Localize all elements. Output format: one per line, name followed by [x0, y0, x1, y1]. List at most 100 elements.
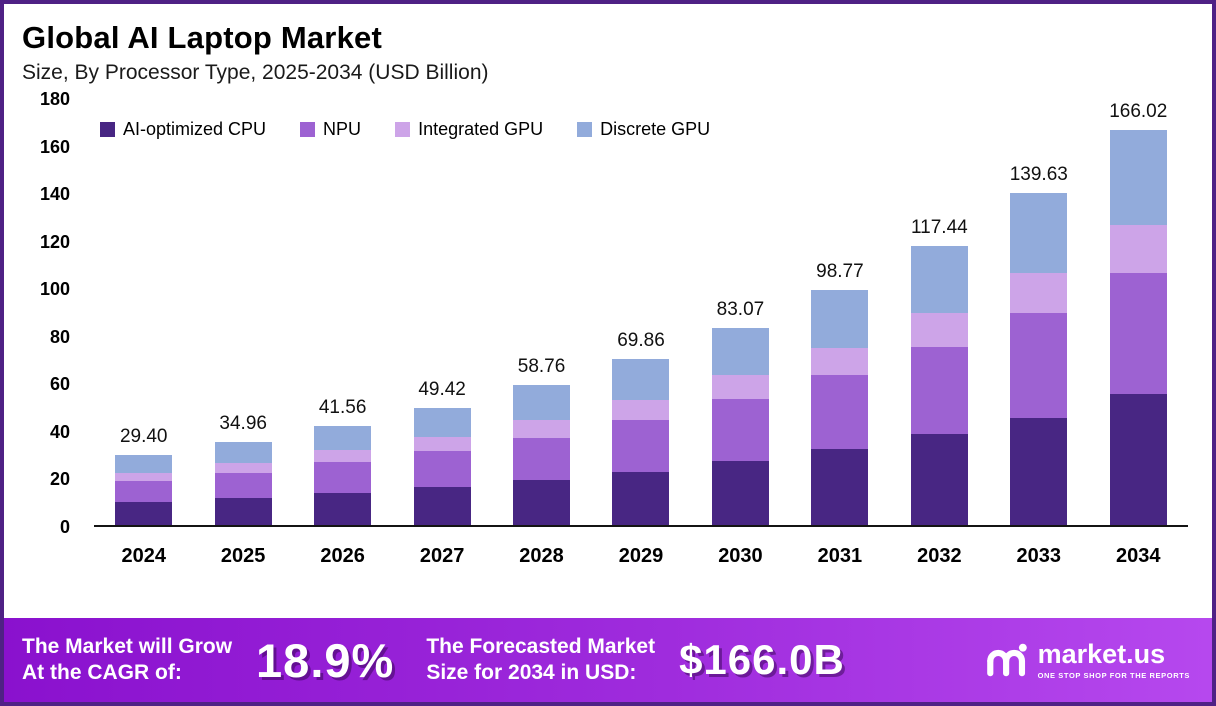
bar-column-2031: 98.77: [790, 99, 889, 525]
bar-stack: [214, 441, 272, 525]
bar-total-label: 117.44: [911, 216, 968, 238]
bar-segment-discrete-gpu: [214, 441, 272, 463]
bar-column-2034: 166.02: [1089, 99, 1188, 525]
forecast-value: $166.0B: [679, 636, 845, 683]
chart-section: Global AI Laptop Market Size, By Process…: [4, 4, 1212, 622]
bar-segment-npu: [711, 399, 769, 461]
cagr-label-line2: At the CAGR of:: [22, 661, 182, 684]
bar-segment-npu: [1109, 272, 1167, 395]
bar-segment-discrete-gpu: [711, 327, 769, 376]
bar-segment-integrated-gpu: [811, 347, 869, 376]
y-axis-tick: 140: [39, 184, 70, 205]
legend-label: NPU: [323, 119, 362, 139]
forecast-label: The Forecasted Market Size for 2034 in U…: [426, 634, 655, 686]
x-axis-label-2028: 2028: [519, 545, 564, 567]
x-axis-label-2034: 2034: [1116, 545, 1161, 567]
bar-column-2032: 117.44: [890, 99, 989, 525]
bar-segment-ai-optimized-cpu: [513, 479, 571, 525]
bar-segment-integrated-gpu: [910, 313, 968, 347]
x-axis-label-2024: 2024: [121, 545, 166, 567]
stacked-bar-chart: 0 20 40 60 80 100 120 140 160 180 AI-optimized CP…: [22, 89, 1194, 604]
bar-stack: [910, 245, 968, 525]
bar-column-2030: 83.07: [691, 99, 790, 525]
legend-item: AI-optimized CPU: [100, 119, 266, 140]
y-axis-tick: 180: [39, 89, 70, 109]
bar-column-2024: 29.40: [94, 99, 193, 525]
bar-segment-integrated-gpu: [314, 450, 372, 463]
bar-segment-discrete-gpu: [1109, 130, 1167, 226]
bar-column-2033: 139.63: [989, 99, 1088, 525]
bar-segment-ai-optimized-cpu: [910, 433, 968, 525]
bar-segment-integrated-gpu: [214, 462, 272, 473]
y-axis-tick: 40: [49, 421, 70, 442]
bar-segment-discrete-gpu: [314, 426, 372, 451]
bar-segment-integrated-gpu: [1109, 225, 1167, 273]
bar-total-label: 34.96: [219, 412, 267, 434]
bar-column-2028: 58.76: [492, 99, 591, 525]
bar-segment-discrete-gpu: [1010, 193, 1068, 274]
x-axis-label-2032: 2032: [917, 545, 962, 567]
bar-segment-npu: [1010, 313, 1068, 418]
x-axis-label-2027: 2027: [419, 545, 465, 567]
brand-text: market.us ONE STOP SHOP FOR THE REPORTS: [1037, 638, 1190, 680]
bar-total-label: 41.56: [318, 397, 367, 419]
bar-stack: [612, 358, 670, 525]
bar-total-label: 166.02: [1109, 101, 1168, 123]
bar-total-label: 83.07: [716, 298, 765, 320]
x-axis-label-2030: 2030: [718, 545, 763, 567]
bar-total-label: 58.76: [517, 356, 566, 378]
x-axis-label-2026: 2026: [320, 545, 365, 567]
plot-area: 29.40 34.96 41.56 49.42 58.76 69.86 83.07 98.77…: [94, 99, 1188, 527]
x-axis: 2024 2025 2026 2027 2028 2029 2030 2031 2032 2033…: [94, 545, 1188, 568]
market-us-logo-icon: [986, 643, 1027, 677]
bar-column-2025: 34.96: [193, 99, 292, 525]
y-axis-tick: 20: [49, 469, 70, 490]
bar-segment-discrete-gpu: [413, 407, 471, 438]
bar-stack: [513, 385, 571, 525]
legend-label: Discrete GPU: [600, 119, 711, 139]
x-axis-label-2031: 2031: [817, 545, 863, 567]
bar-column-2026: 41.56: [293, 99, 392, 525]
y-axis: 0 20 40 60 80 100 120 140 160 180: [22, 89, 84, 537]
page-title: Global AI Laptop Market: [22, 20, 382, 55]
bar-segment-npu: [811, 375, 869, 449]
bar-segment-integrated-gpu: [711, 375, 769, 400]
brand-name: market.us: [1037, 638, 1166, 669]
legend-item: NPU: [300, 119, 361, 140]
bar-segment-discrete-gpu: [612, 358, 670, 401]
bar-segment-npu: [513, 438, 571, 480]
legend-label: Integrated GPU: [418, 119, 544, 139]
legend-swatch: [100, 122, 115, 137]
bar-segment-ai-optimized-cpu: [314, 492, 372, 525]
bar-segment-ai-optimized-cpu: [413, 487, 471, 525]
cagr-label-line1: The Market will Grow: [22, 635, 233, 658]
bar-stack: [811, 290, 869, 525]
x-axis-label-2025: 2025: [220, 545, 266, 567]
bar-segment-npu: [910, 346, 968, 434]
bar-total-label: 49.42: [418, 378, 466, 400]
bar-segment-npu: [115, 480, 173, 502]
bar-segment-discrete-gpu: [513, 385, 571, 421]
bar-segment-ai-optimized-cpu: [1010, 418, 1068, 525]
y-axis-tick: 0: [59, 517, 70, 537]
legend-swatch: [300, 122, 316, 137]
page-subtitle: Size, By Processor Type, 2025-2034 (USD …: [22, 61, 489, 84]
legend-item: Discrete GPU: [577, 119, 710, 140]
bar-segment-ai-optimized-cpu: [711, 460, 769, 525]
bar-segment-npu: [413, 451, 471, 487]
legend-item: Integrated GPU: [395, 119, 543, 140]
bar-stack: [413, 407, 471, 525]
bar-stack: [314, 426, 372, 525]
forecast-label-line1: The Forecasted Market: [426, 635, 656, 658]
bar-segment-ai-optimized-cpu: [115, 501, 173, 525]
cagr-value: 18.9%: [256, 633, 395, 687]
y-axis-tick: 100: [39, 279, 70, 300]
bar-segment-integrated-gpu: [1010, 273, 1068, 314]
bar-segment-integrated-gpu: [115, 472, 173, 481]
bar-total-label: 29.40: [119, 426, 168, 448]
bar-segment-ai-optimized-cpu: [612, 471, 670, 525]
bar-stack: [115, 455, 173, 525]
y-axis-tick: 80: [49, 326, 70, 347]
bar-column-2029: 69.86: [591, 99, 690, 525]
bar-segment-ai-optimized-cpu: [1109, 394, 1167, 525]
